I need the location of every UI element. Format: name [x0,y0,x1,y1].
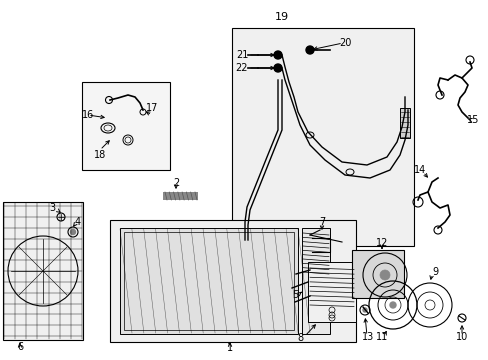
Bar [82,82,170,170]
Circle shape [70,230,75,234]
Text: 17: 17 [145,103,158,113]
Text: 18: 18 [94,150,106,160]
Text: 13: 13 [361,332,373,342]
Bar [110,220,355,342]
Bar [302,228,329,334]
Bar [163,192,198,200]
Bar [307,262,355,322]
Text: 10: 10 [455,332,467,342]
Text: 16: 16 [81,110,94,120]
Text: 21: 21 [235,50,248,60]
Bar [120,228,297,334]
Text: 9: 9 [431,267,437,277]
Text: 3: 3 [49,203,55,213]
Bar [231,28,413,246]
Text: 15: 15 [466,115,478,125]
Text: 2: 2 [173,178,179,188]
Text: 22: 22 [235,63,248,73]
Circle shape [379,270,389,280]
Circle shape [389,302,395,308]
Text: 7: 7 [318,217,325,227]
Text: 8: 8 [296,333,303,343]
Text: 1: 1 [226,343,233,353]
Bar [124,232,293,330]
Text: 19: 19 [274,12,288,22]
Bar [3,202,83,340]
Text: 6: 6 [17,342,23,352]
Circle shape [273,51,282,59]
Text: 14: 14 [413,165,425,175]
Bar [399,108,409,138]
Text: 4: 4 [75,217,81,227]
Circle shape [362,308,366,312]
Text: 12: 12 [375,238,387,248]
Bar [351,250,403,298]
Circle shape [273,64,282,72]
Circle shape [305,46,313,54]
Text: 5: 5 [291,290,297,300]
Text: 20: 20 [338,38,350,48]
Text: 11: 11 [375,332,387,342]
